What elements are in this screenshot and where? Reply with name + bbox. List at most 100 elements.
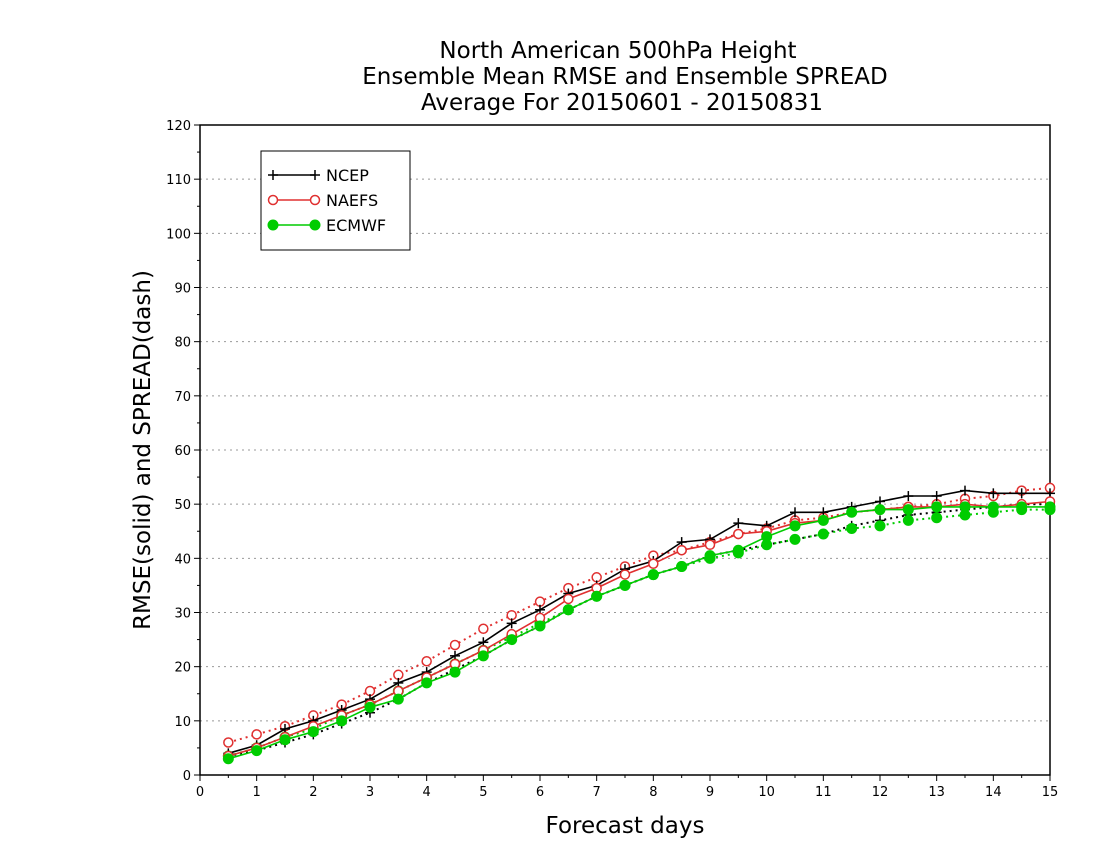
legend: NCEP NAEFS ECMWF: [260, 150, 411, 251]
point-naefs-spread: [251, 729, 262, 740]
series-line-naefs-rmse: [228, 500, 1051, 757]
chart-title-line-3: Average For 20150601 - 20150831: [421, 90, 823, 116]
y-tick-label: 20: [174, 661, 191, 676]
point-ecmwf-rmse: [902, 504, 914, 516]
point-naefs-rmse: [619, 569, 631, 580]
x-axis-label: Forecast days: [546, 813, 705, 839]
point-ecmwf-rmse: [336, 715, 348, 727]
point-naefs-rmse: [563, 593, 574, 605]
x-tick-label: 0: [196, 785, 204, 800]
point-ecmwf-rmse: [591, 590, 603, 602]
point-ecmwf-rmse: [761, 531, 773, 543]
grid: [200, 178, 1050, 722]
y-tick-label: 50: [174, 498, 191, 513]
x-tick-label: 13: [928, 785, 945, 800]
point-naefs-spread: [421, 656, 432, 667]
x-tick-label: 4: [423, 785, 431, 800]
point-ecmwf-spread: [846, 523, 858, 535]
point-ecmwf-spread: [789, 533, 801, 545]
series-line-naefs-spread: [228, 486, 1051, 744]
legend-marker-naefs: [309, 194, 321, 206]
point-ecmwf-rmse: [477, 650, 489, 662]
chart-title-line-1: North American 500hPa Height: [439, 38, 796, 64]
point-naefs-spread: [223, 737, 234, 748]
y-tick-label: 80: [174, 336, 191, 351]
x-tick-label: 11: [815, 785, 832, 800]
legend-marker-ncep: [310, 170, 320, 180]
point-naefs-spread: [478, 623, 489, 634]
y-tick-label: 110: [166, 173, 191, 188]
y-tick-label: 70: [174, 390, 191, 405]
chart-title-line-2: Ensemble Mean RMSE and Ensemble SPREAD: [362, 64, 887, 90]
point-ecmwf-spread: [931, 512, 943, 524]
x-tick-label: 7: [593, 785, 601, 800]
point-ecmwf-rmse: [647, 569, 659, 581]
legend-marker-ecmwf: [267, 219, 279, 231]
point-ecmwf-rmse: [279, 734, 291, 746]
point-ecmwf-rmse: [562, 604, 574, 616]
series-ecmwf-rmse: [222, 501, 1056, 765]
point-naefs-rmse: [704, 539, 716, 551]
y-tick-label: 40: [174, 552, 191, 567]
x-tick-label: 15: [1042, 785, 1059, 800]
point-ecmwf-rmse: [704, 550, 716, 562]
series-ncep-spread: [223, 499, 1055, 762]
point-ecmwf-spread: [874, 520, 886, 532]
point-ecmwf-rmse: [534, 620, 546, 632]
x-tick-label: 12: [872, 785, 889, 800]
x-tick-label: 14: [985, 785, 1002, 800]
point-ecmwf-spread: [902, 514, 914, 526]
series-ecmwf-spread: [222, 504, 1056, 762]
x-tick-label: 2: [309, 785, 317, 800]
point-ecmwf-rmse: [619, 579, 631, 591]
point-ecmwf-rmse: [874, 504, 886, 516]
y-axis-label: RMSE(solid) and SPREAD(dash): [130, 270, 156, 630]
chart-title: North American 500hPa Height Ensemble Me…: [362, 38, 887, 116]
point-ecmwf-rmse: [307, 726, 319, 738]
y-tick-label: 90: [174, 282, 191, 297]
point-ncep-rmse: [733, 518, 744, 529]
legend-item-ncep: NCEP: [268, 166, 369, 185]
legend-label-ecmwf: ECMWF: [326, 216, 386, 235]
point-ecmwf-rmse: [364, 701, 376, 713]
legend-marker-ecmwf: [309, 219, 321, 231]
point-ecmwf-rmse: [449, 666, 461, 678]
y-tick-label: 100: [166, 227, 191, 242]
point-ecmwf-rmse: [959, 501, 971, 513]
point-naefs-rmse: [733, 528, 744, 540]
x-tick-label: 5: [479, 785, 487, 800]
point-ecmwf-rmse: [732, 544, 744, 556]
x-tick-label: 10: [758, 785, 775, 800]
point-ncep-rmse: [931, 491, 942, 502]
y-tick-label: 0: [183, 769, 191, 784]
point-ecmwf-rmse: [392, 693, 404, 705]
point-ncep-rmse: [988, 488, 999, 499]
point-ecmwf-rmse: [789, 520, 801, 532]
y-tick-label: 60: [174, 444, 191, 459]
point-naefs-rmse: [648, 558, 659, 569]
point-ecmwf-rmse: [251, 745, 263, 757]
point-ecmwf-rmse: [1044, 501, 1056, 513]
legend-label-ncep: NCEP: [326, 166, 369, 185]
point-ecmwf-rmse: [421, 677, 433, 689]
point-ncep-rmse: [960, 485, 970, 496]
y-tick-label: 30: [174, 607, 191, 622]
point-ecmwf-spread: [817, 528, 829, 540]
point-naefs-spread: [449, 639, 461, 651]
point-ecmwf-rmse: [676, 560, 688, 572]
x-tick-label: 1: [253, 785, 261, 800]
point-ecmwf-rmse: [222, 753, 234, 765]
point-ecmwf-rmse: [817, 514, 829, 526]
point-ecmwf-rmse: [1016, 501, 1028, 513]
series-line-ncep-rmse: [228, 489, 1050, 755]
point-ncep-rmse: [790, 507, 800, 518]
point-ncep-rmse: [903, 491, 914, 502]
point-naefs-rmse: [676, 544, 687, 556]
legend-label-naefs: NAEFS: [326, 191, 378, 210]
point-ncep-rmse: [506, 618, 517, 629]
series-line-ecmwf-spread: [228, 508, 1050, 757]
point-ncep-rmse: [1016, 488, 1027, 499]
y-tick-label: 10: [174, 715, 191, 730]
